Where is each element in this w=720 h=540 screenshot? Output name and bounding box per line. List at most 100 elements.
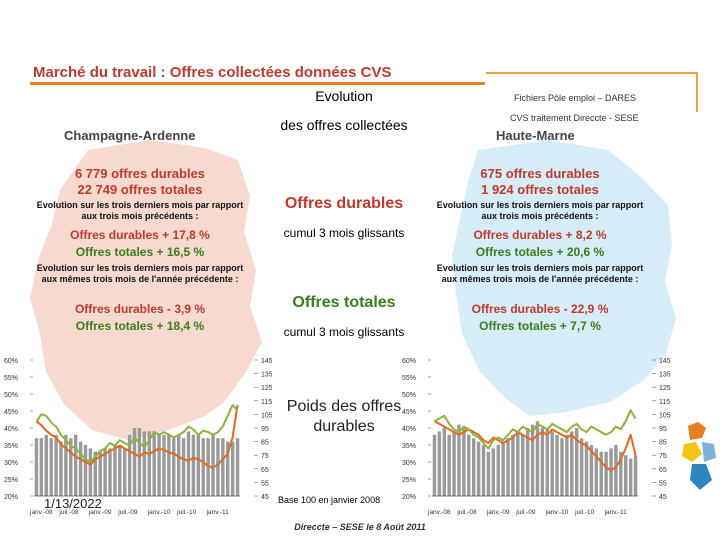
right-chart-bar	[545, 428, 549, 496]
left-chart-bar	[127, 434, 132, 496]
left-chart-left-tick-label: 30%	[4, 460, 18, 467]
left-chart-bar	[216, 438, 220, 496]
left-chart-bar	[64, 434, 68, 496]
right-chart-bar	[550, 431, 554, 496]
left-chart-bar	[113, 445, 117, 496]
left-chart-right-tick-label: 135	[261, 372, 272, 379]
left-chart-bar	[172, 438, 176, 496]
left-chart-bar	[176, 434, 181, 496]
left-chart-right-tick-label: 55	[261, 480, 269, 487]
source-line-1: Fichiers Pôle emploi – DARES	[514, 93, 637, 103]
left-chart-bar	[201, 438, 205, 496]
chart-haute-marne: 20% 25% 30% 35% 40% 45% 50% 55% 60% 45 55 65 75 85 95 1…	[402, 358, 671, 516]
source-line-2: CVS traitement Direccte - SESE	[510, 113, 639, 123]
offres-durables-subheading: cumul 3 mois glissants	[283, 226, 405, 240]
offres-durables-heading: Offres durables	[284, 195, 404, 212]
left-chart-bar	[152, 431, 156, 496]
left-chart-x-tick-label: juil.-09	[117, 509, 138, 516]
right-chart-right-tick-label: 85	[659, 440, 667, 447]
left-chart-x-tick-label: janv.-08	[29, 509, 53, 516]
right-durables-count: 675 offres durables	[480, 166, 600, 181]
right-chart-bar	[599, 451, 603, 496]
left-chart-bar	[221, 438, 225, 496]
right-chart-right-tick-label: 135	[659, 372, 671, 379]
right-chart-left-tick-label: 55%	[402, 375, 416, 382]
right-chart-left-tick-label: 45%	[402, 409, 416, 416]
right-chart-bar	[457, 424, 461, 496]
right-chart-bar	[501, 441, 505, 496]
mini-region-map	[682, 422, 716, 490]
left-chart-bar	[235, 438, 240, 496]
mini-region-shape-3	[702, 442, 716, 462]
corner-rule-horizontal	[486, 72, 698, 74]
right-note-1: Evolution sur les trois derniers mois pa…	[436, 200, 644, 221]
right-chart-left-tick-label: 40%	[402, 426, 416, 433]
left-chart-bar	[73, 434, 78, 496]
footer-credit: Direccte – SESE le 8 Août 2011	[294, 522, 426, 532]
right-chart-bar	[530, 424, 535, 496]
evolution-heading: Evolution	[315, 88, 373, 104]
left-chart-bar	[83, 445, 88, 496]
right-d2: Offres durables - 22,9 %	[471, 302, 609, 316]
right-chart-x-tick-label: janv.-11	[604, 509, 628, 516]
left-chart-bar	[44, 434, 48, 496]
right-chart-left-tick-label: 20%	[402, 494, 416, 501]
right-chart-bar	[481, 445, 486, 496]
right-chart-bar	[633, 455, 638, 496]
right-chart-right-tick-label: 65	[659, 467, 667, 474]
mini-region-shape-4	[690, 464, 712, 490]
left-chart-bar	[167, 434, 171, 496]
left-t2: Offres totales + 18,4 %	[75, 319, 205, 333]
right-chart-bar	[521, 434, 525, 496]
left-chart-line-durables	[35, 404, 239, 469]
left-chart-right-tick-label: 75	[261, 453, 269, 460]
right-chart-bar	[467, 434, 471, 496]
left-chart-left-tick-label: 40%	[4, 426, 18, 433]
right-chart-bar	[589, 445, 594, 496]
right-chart-left-tick-label: 60%	[402, 358, 416, 365]
right-chart-bar	[511, 434, 515, 496]
left-chart-right-tick-label: 125	[261, 385, 272, 392]
right-chart-x-tick-label: juil.-08	[456, 509, 477, 516]
right-chart-bar	[594, 448, 599, 496]
right-chart-line-totales	[434, 409, 637, 450]
right-chart-right-tick-label: 75	[659, 453, 667, 460]
right-chart-bar	[506, 438, 510, 496]
right-chart-bar	[516, 431, 520, 496]
right-chart-bar	[565, 434, 569, 496]
left-chart-bar	[49, 438, 53, 496]
left-durables-count: 6 779 offres durables	[74, 166, 206, 181]
right-chart-bar	[604, 451, 608, 496]
left-chart-left-tick-label: 55%	[4, 375, 18, 382]
offres-totales-subheading: cumul 3 mois glissants	[283, 325, 405, 339]
left-chart-right-tick-label: 145	[261, 358, 272, 365]
mini-region-shape-1	[688, 422, 706, 440]
right-chart-bar	[609, 448, 613, 496]
right-chart-bar	[619, 451, 623, 496]
left-note-1: Evolution sur les trois derniers mois pa…	[36, 200, 244, 221]
right-chart-bar	[496, 445, 500, 496]
left-chart-right-tick-label: 115	[261, 399, 272, 406]
left-chart-bar	[157, 434, 161, 496]
left-chart-left-tick-label: 60%	[4, 358, 18, 365]
right-chart-x-tick-label: juil.-10	[574, 509, 595, 516]
right-chart-bar	[540, 428, 545, 496]
left-chart-bar	[88, 448, 93, 496]
right-chart-right-tick-label: 115	[659, 399, 670, 406]
left-chart-bar	[69, 438, 73, 496]
left-chart-bar	[34, 438, 39, 496]
right-chart-bar	[570, 431, 574, 496]
right-chart-left-tick-label: 35%	[402, 443, 416, 450]
left-chart-bar	[196, 434, 201, 496]
right-chart-bar	[471, 438, 476, 496]
right-chart-bar	[535, 421, 540, 496]
left-chart-right-tick-label: 95	[261, 426, 269, 433]
right-chart-bar	[560, 438, 564, 496]
right-totales-count: 1 924 offres totales	[481, 182, 599, 197]
left-chart-x-tick-label: janv.-09	[88, 509, 112, 516]
left-t1: Offres totales + 16,5 %	[75, 245, 205, 259]
left-chart-bar	[59, 441, 63, 496]
right-chart-right-tick-label: 105	[659, 412, 671, 419]
left-d1: Offres durables + 17,8 %	[70, 228, 210, 242]
right-chart-x-tick-label: janv.-10	[545, 509, 569, 516]
